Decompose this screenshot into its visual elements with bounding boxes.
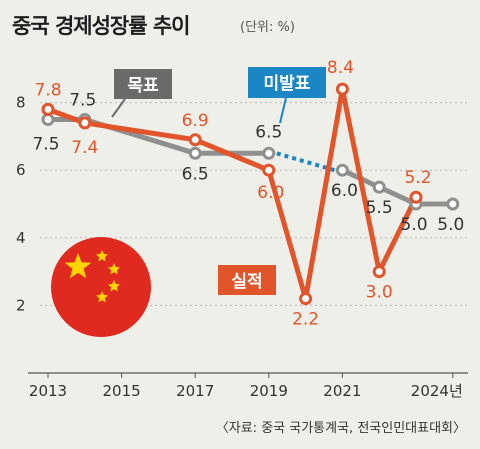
actual-value-label-2014: 7.4 bbox=[71, 138, 98, 158]
target-value-label-2014: 7.5 bbox=[69, 91, 96, 111]
target-legend-label: 목표 bbox=[127, 76, 159, 96]
x-tick-label: 2021 bbox=[323, 382, 361, 400]
target-value-label-2021: 6.0 bbox=[331, 181, 358, 201]
actual-point-2021 bbox=[335, 82, 349, 96]
y-tick-label: 6 bbox=[16, 161, 26, 179]
unannounced-label: 미발표 bbox=[264, 74, 311, 94]
target-point-2024 bbox=[446, 197, 460, 211]
actual-value-label-2022: 3.0 bbox=[366, 283, 393, 303]
target-point-2013 bbox=[41, 113, 55, 126]
y-tick-label: 2 bbox=[16, 296, 26, 314]
unannounced-label-box bbox=[248, 67, 326, 98]
x-tick-label: 2015 bbox=[103, 382, 141, 400]
actual-point-2023 bbox=[409, 190, 423, 204]
chart-title: 중국 경제성장률 추이 bbox=[12, 14, 191, 38]
target-point-2022 bbox=[372, 180, 386, 194]
y-tick-label: 8 bbox=[16, 94, 26, 112]
x-tick-label: 2013 bbox=[29, 382, 67, 400]
target-value-label-2023: 5.0 bbox=[400, 215, 427, 235]
actual-point-2014 bbox=[78, 116, 92, 130]
actual-line bbox=[47, 86, 419, 302]
y-tick-label: 4 bbox=[16, 229, 26, 247]
actual-value-label-2020: 2.2 bbox=[292, 310, 319, 330]
actual-value-label-2013: 7.8 bbox=[34, 80, 61, 100]
target-value-label-2013: 7.5 bbox=[32, 135, 59, 155]
actual-value-label-2023: 5.2 bbox=[404, 168, 431, 188]
actual-legend-label: 실적 bbox=[231, 272, 262, 292]
target-point-2019 bbox=[262, 146, 276, 160]
actual-point-2022 bbox=[372, 265, 386, 279]
target-callout-pointer bbox=[111, 98, 126, 118]
actual-value-label-2019: 6.0 bbox=[257, 183, 284, 203]
target-value-label-2019: 6.5 bbox=[255, 122, 282, 142]
actual-value-label-2021: 8.4 bbox=[327, 58, 354, 78]
chart-subtitle: (단위: %) bbox=[240, 20, 295, 35]
target-value-label-2017: 6.5 bbox=[182, 164, 209, 184]
target-value-label-2022: 5.5 bbox=[366, 198, 393, 218]
unannounced-callout-pointer bbox=[279, 97, 287, 124]
china-flag-icon bbox=[51, 237, 151, 337]
actual-point-2017 bbox=[188, 133, 202, 147]
actual-point-2013 bbox=[41, 102, 55, 116]
actual-legend-label-box bbox=[218, 265, 276, 295]
source-note: 〈자료: 중국 국가통계국, 전국인민대표대회〉 bbox=[215, 421, 466, 436]
unannounced-dotted-line bbox=[276, 151, 335, 173]
target-value-label-2024: 5.0 bbox=[437, 215, 464, 235]
target-legend-label-box bbox=[114, 69, 172, 99]
actual-point-2019 bbox=[262, 163, 276, 177]
x-tick-label: 2019 bbox=[250, 382, 288, 400]
target-point-2017 bbox=[188, 146, 202, 160]
x-tick-label: 2017 bbox=[176, 382, 214, 400]
actual-value-label-2017: 6.9 bbox=[182, 111, 209, 131]
actual-point-2020 bbox=[299, 292, 313, 306]
target-point-2021 bbox=[335, 163, 349, 177]
x-tick-label: 2024년 bbox=[411, 382, 463, 400]
